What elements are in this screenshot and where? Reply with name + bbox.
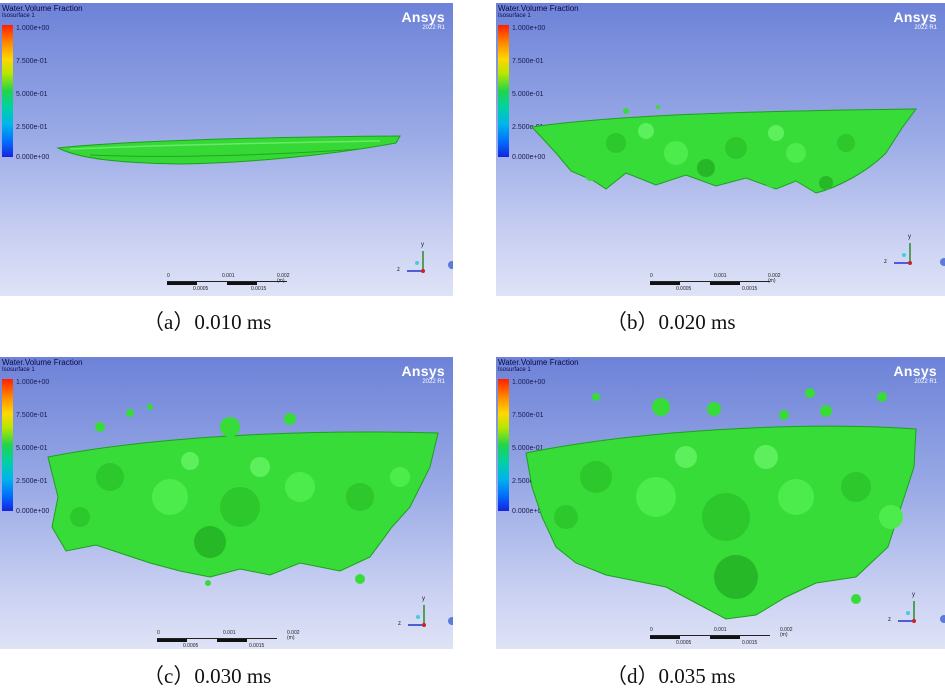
colorbar	[2, 25, 13, 157]
ansys-version: 2022 R1	[914, 379, 937, 385]
legend-title: Water.Volume Fraction	[498, 358, 579, 367]
colorbar-tick: 1.000e+00	[16, 25, 50, 32]
view-dot	[940, 258, 945, 266]
legend-title: Water.Volume Fraction	[498, 4, 579, 13]
ansys-version: 2022 R1	[422, 25, 445, 31]
isosurface-render	[525, 388, 917, 620]
caption-b: （b）0.020 ms	[606, 310, 736, 334]
ansys-version: 2022 R1	[422, 379, 445, 385]
legend-title: Water.Volume Fraction	[2, 358, 83, 367]
colorbar-tick: 5.000e-01	[16, 91, 48, 98]
ansys-version: 2022 R1	[914, 25, 937, 31]
caption-a: （a）0.010 ms	[143, 310, 272, 334]
ansys-logo: Ansys	[401, 9, 445, 25]
scale-label: 0.001	[222, 273, 235, 279]
scale-label: 0.001	[714, 627, 727, 633]
scale-label: 0.002 (m)	[287, 630, 300, 641]
colorbar-tick: 7.500e-01	[512, 58, 544, 65]
panel-b: Water.Volume Fraction Isosurface 1 1.000…	[496, 3, 945, 296]
caption-d: （d）0.035 ms	[606, 664, 736, 688]
legend-subtitle: Isosurface 1	[2, 367, 35, 373]
axis-triad: y z	[398, 596, 438, 637]
view-dot	[940, 615, 945, 623]
colorbar-tick: 2.500e-01	[512, 478, 544, 485]
scale-label: 0.001	[223, 630, 236, 636]
axis-label-z: z	[398, 621, 401, 627]
caption-c: （c）0.030 ms	[143, 664, 272, 688]
axis-label-y: y	[908, 234, 911, 240]
legend-title: Water.Volume Fraction	[2, 4, 83, 13]
ansys-logo: Ansys	[893, 9, 937, 25]
scale-label: 0.0015	[742, 286, 758, 292]
axis-triad: y z	[888, 592, 928, 633]
colorbar-tick: 1.000e+00	[16, 379, 50, 386]
axis-triad: y z	[397, 242, 437, 283]
scale-label: 0	[650, 273, 653, 279]
ansys-logo: Ansys	[893, 363, 937, 379]
colorbar-tick: 7.500e-01	[16, 412, 48, 419]
panel-a: Water.Volume Fraction Isosurface 1 1.000…	[0, 3, 453, 296]
scale-label: 0.001	[714, 273, 727, 279]
colorbar	[498, 25, 509, 157]
colorbar	[2, 379, 13, 511]
ansys-logo: Ansys	[401, 363, 445, 379]
legend-subtitle: Isosurface 1	[498, 13, 531, 19]
colorbar-tick: 2.500e-01	[16, 124, 48, 131]
scale-label: 0	[157, 630, 160, 636]
axis-label-y: y	[912, 592, 915, 598]
scale-label: 0.002 (m)	[780, 627, 793, 638]
scale-label: 0.0005	[676, 640, 692, 646]
view-dot	[448, 261, 453, 269]
scale-label: 0.002 (m)	[768, 273, 781, 284]
legend-subtitle: Isosurface 1	[498, 367, 531, 373]
scale-label: 0.0005	[183, 643, 199, 649]
scale-label: 0.0015	[742, 640, 758, 646]
colorbar-tick: 0.000e+00	[512, 508, 546, 515]
axis-label-z: z	[397, 267, 400, 273]
colorbar-tick: 7.500e-01	[16, 58, 48, 65]
scale-label: 0.0015	[251, 286, 267, 292]
scale-label: 0	[650, 627, 653, 633]
scale-label: 0.0015	[249, 643, 265, 649]
colorbar-tick: 5.000e-01	[16, 445, 48, 452]
colorbar-tick: 2.500e-01	[512, 124, 544, 131]
axis-triad: y z	[884, 234, 924, 275]
view-dot	[448, 617, 453, 625]
axis-label-z: z	[884, 259, 887, 265]
scale-label: 0.0005	[676, 286, 692, 292]
colorbar-tick: 1.000e+00	[512, 25, 546, 32]
colorbar-tick: 0.000e+00	[16, 508, 50, 515]
axis-label-z: z	[888, 617, 891, 623]
colorbar-tick: 5.000e-01	[512, 445, 544, 452]
colorbar-tick: 0.000e+00	[16, 154, 50, 161]
colorbar-tick: 7.500e-01	[512, 412, 544, 419]
isosurface-render	[47, 404, 439, 586]
legend-subtitle: Isosurface 1	[2, 13, 35, 19]
isosurface-render	[56, 135, 401, 165]
isosurface-render	[530, 105, 917, 194]
scale-label: 0	[167, 273, 170, 279]
colorbar-tick: 2.500e-01	[16, 478, 48, 485]
colorbar-tick: 0.000e+00	[512, 154, 546, 161]
axis-label-y: y	[422, 596, 425, 602]
scale-label: 0.0005	[193, 286, 209, 292]
colorbar	[498, 379, 509, 511]
axis-label-y: y	[421, 242, 424, 248]
colorbar-tick: 5.000e-01	[512, 91, 544, 98]
panel-c: Water.Volume Fraction Isosurface 1 1.000…	[0, 357, 453, 649]
panel-d: Water.Volume Fraction Isosurface 1 1.000…	[496, 357, 945, 649]
scale-label: 0.002 (m)	[277, 273, 290, 284]
colorbar-tick: 1.000e+00	[512, 379, 546, 386]
